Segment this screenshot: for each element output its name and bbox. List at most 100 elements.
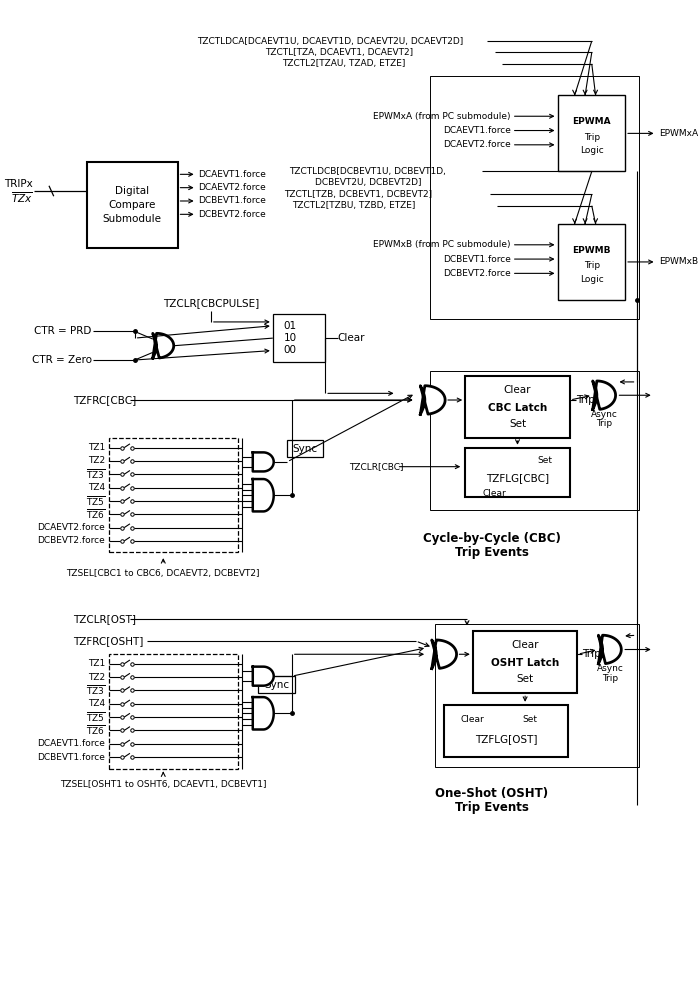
Text: TZCTL2[TZBU, TZBD, ETZE]: TZCTL2[TZBU, TZBD, ETZE] — [292, 201, 415, 210]
Text: Digital: Digital — [116, 186, 149, 196]
Polygon shape — [153, 333, 174, 358]
Text: CTR = Zero: CTR = Zero — [32, 355, 92, 365]
Bar — [430, 371, 639, 510]
Text: TZCTL2[TZAU, TZAD, ETZE]: TZCTL2[TZAU, TZAD, ETZE] — [283, 59, 406, 68]
Bar — [435, 624, 639, 767]
Text: Trip: Trip — [584, 261, 600, 270]
Text: TZCLR[OST]: TZCLR[OST] — [73, 614, 136, 624]
Bar — [287, 440, 323, 457]
Text: Set: Set — [522, 715, 538, 724]
Text: DCBEVT1.force: DCBEVT1.force — [37, 753, 105, 762]
Bar — [559, 95, 625, 171]
Text: $\overline{\mathrm{TZ5}}$: $\overline{\mathrm{TZ5}}$ — [85, 494, 105, 508]
Text: TZSEL[OSHT1 to OSHT6, DCAEVT1, DCBEVT1]: TZSEL[OSHT1 to OSHT6, DCAEVT1, DCBEVT1] — [60, 780, 267, 789]
Text: TZ1: TZ1 — [88, 659, 105, 668]
Text: TZCLR[CBC]: TZCLR[CBC] — [349, 462, 403, 471]
Bar — [87, 162, 178, 248]
Text: TZ2: TZ2 — [88, 673, 105, 682]
Text: OSHT Latch: OSHT Latch — [491, 658, 559, 668]
Text: DCAEVT1.force: DCAEVT1.force — [37, 739, 105, 748]
Text: EPWMxB: EPWMxB — [659, 257, 699, 266]
Text: Clear: Clear — [337, 333, 365, 343]
Text: $\overline{\mathrm{TZ6}}$: $\overline{\mathrm{TZ6}}$ — [85, 723, 105, 737]
Text: Set: Set — [517, 674, 533, 684]
Text: Submodule: Submodule — [103, 214, 162, 224]
Text: TZFLG[OST]: TZFLG[OST] — [475, 734, 538, 744]
Bar — [430, 76, 639, 319]
Text: $\overline{\mathrm{TZ3}}$: $\overline{\mathrm{TZ3}}$ — [85, 684, 105, 697]
Text: EPWMB: EPWMB — [573, 246, 611, 255]
Bar — [559, 224, 625, 300]
Bar — [109, 438, 237, 552]
Text: Sync: Sync — [293, 444, 318, 454]
Bar — [465, 376, 570, 438]
Polygon shape — [421, 386, 445, 414]
Text: DCBEVT2U, DCBEVT2D]: DCBEVT2U, DCBEVT2D] — [315, 178, 421, 187]
Text: TZCTL[TZB, DCBEVT1, DCBEVT2]: TZCTL[TZB, DCBEVT1, DCBEVT2] — [284, 190, 433, 199]
Text: Trip Events: Trip Events — [455, 546, 528, 559]
Text: CBC Latch: CBC Latch — [488, 403, 547, 413]
Text: TZCTLDCB[DCBEVT1U, DCBEVT1D,: TZCTLDCB[DCBEVT1U, DCBEVT1D, — [290, 167, 447, 176]
Bar — [465, 448, 570, 497]
Text: Trip: Trip — [575, 395, 594, 405]
Text: Cycle-by-Cycle (CBC): Cycle-by-Cycle (CBC) — [423, 532, 561, 545]
Bar — [444, 705, 568, 757]
Text: TZ2: TZ2 — [88, 456, 105, 465]
Text: 10: 10 — [284, 333, 297, 343]
Text: DCBEVT1.force: DCBEVT1.force — [199, 196, 267, 205]
Bar — [258, 676, 295, 693]
Text: DCAEVT1.force: DCAEVT1.force — [199, 170, 267, 179]
Text: EPWMxB (from PC submodule): EPWMxB (from PC submodule) — [373, 240, 511, 249]
Text: $\overline{\mathrm{TZ5}}$: $\overline{\mathrm{TZ5}}$ — [85, 710, 105, 724]
Text: TZCTLDCA[DCAEVT1U, DCAEVT1D, DCAEVT2U, DCAEVT2D]: TZCTLDCA[DCAEVT1U, DCAEVT1D, DCAEVT2U, D… — [197, 37, 463, 46]
Text: EPWMxA (from PC submodule): EPWMxA (from PC submodule) — [373, 112, 511, 121]
Text: TZCTL[TZA, DCAEVT1, DCAEVT2]: TZCTL[TZA, DCAEVT1, DCAEVT2] — [265, 48, 414, 57]
Text: DCAEVT2.force: DCAEVT2.force — [199, 183, 266, 192]
Text: Trip: Trip — [582, 649, 601, 659]
Text: Clear: Clear — [482, 489, 506, 498]
Text: DCAEVT2.force: DCAEVT2.force — [37, 523, 105, 532]
Text: EPWMxA: EPWMxA — [659, 129, 699, 138]
Text: 01: 01 — [284, 321, 297, 331]
Text: TZFRC[CBC]: TZFRC[CBC] — [73, 395, 136, 405]
Text: $\overline{\mathrm{TZ3}}$: $\overline{\mathrm{TZ3}}$ — [85, 467, 105, 481]
Text: TZSEL[CBC1 to CBC6, DCAEVT2, DCBEVT2]: TZSEL[CBC1 to CBC6, DCAEVT2, DCBEVT2] — [66, 569, 260, 578]
Text: TZ4: TZ4 — [88, 699, 105, 708]
Text: DCBEVT1.force: DCBEVT1.force — [443, 255, 511, 264]
Bar — [109, 654, 237, 769]
Polygon shape — [253, 667, 274, 686]
Polygon shape — [432, 640, 456, 669]
Text: EPWMA: EPWMA — [573, 117, 611, 126]
Text: Async: Async — [596, 664, 623, 673]
Text: DCAEVT2.force: DCAEVT2.force — [443, 140, 511, 149]
Text: TZ1: TZ1 — [88, 443, 105, 452]
Polygon shape — [253, 479, 274, 511]
Text: Trip: Trip — [584, 133, 600, 142]
Text: TZFLG[CBC]: TZFLG[CBC] — [486, 473, 549, 483]
Text: Clear: Clear — [461, 715, 484, 724]
Text: Trip: Trip — [596, 419, 612, 428]
Text: $\overline{TZx}$: $\overline{TZx}$ — [11, 190, 33, 205]
Text: DCBEVT2.force: DCBEVT2.force — [199, 210, 266, 219]
Text: Async: Async — [591, 410, 617, 419]
Text: Sync: Sync — [264, 680, 289, 690]
Text: Compare: Compare — [108, 200, 156, 210]
Text: 00: 00 — [284, 345, 296, 355]
Text: Logic: Logic — [580, 146, 603, 155]
Text: TRIPx: TRIPx — [4, 179, 33, 189]
Bar — [273, 314, 325, 362]
Text: Clear: Clear — [504, 385, 531, 395]
Text: TZ4: TZ4 — [88, 483, 105, 492]
Text: Set: Set — [509, 419, 526, 429]
Text: Trip Events: Trip Events — [455, 801, 528, 814]
Text: TZCLR[CBCPULSE]: TZCLR[CBCPULSE] — [162, 298, 259, 308]
Polygon shape — [598, 635, 622, 664]
Text: Trip: Trip — [602, 674, 618, 683]
Polygon shape — [253, 697, 274, 729]
Text: CTR = PRD: CTR = PRD — [34, 326, 92, 336]
Text: DCAEVT1.force: DCAEVT1.force — [443, 126, 511, 135]
Text: Logic: Logic — [580, 275, 603, 284]
Polygon shape — [253, 452, 274, 471]
Text: $\overline{\mathrm{TZ6}}$: $\overline{\mathrm{TZ6}}$ — [85, 507, 105, 521]
Text: DCBEVT2.force: DCBEVT2.force — [443, 269, 511, 278]
